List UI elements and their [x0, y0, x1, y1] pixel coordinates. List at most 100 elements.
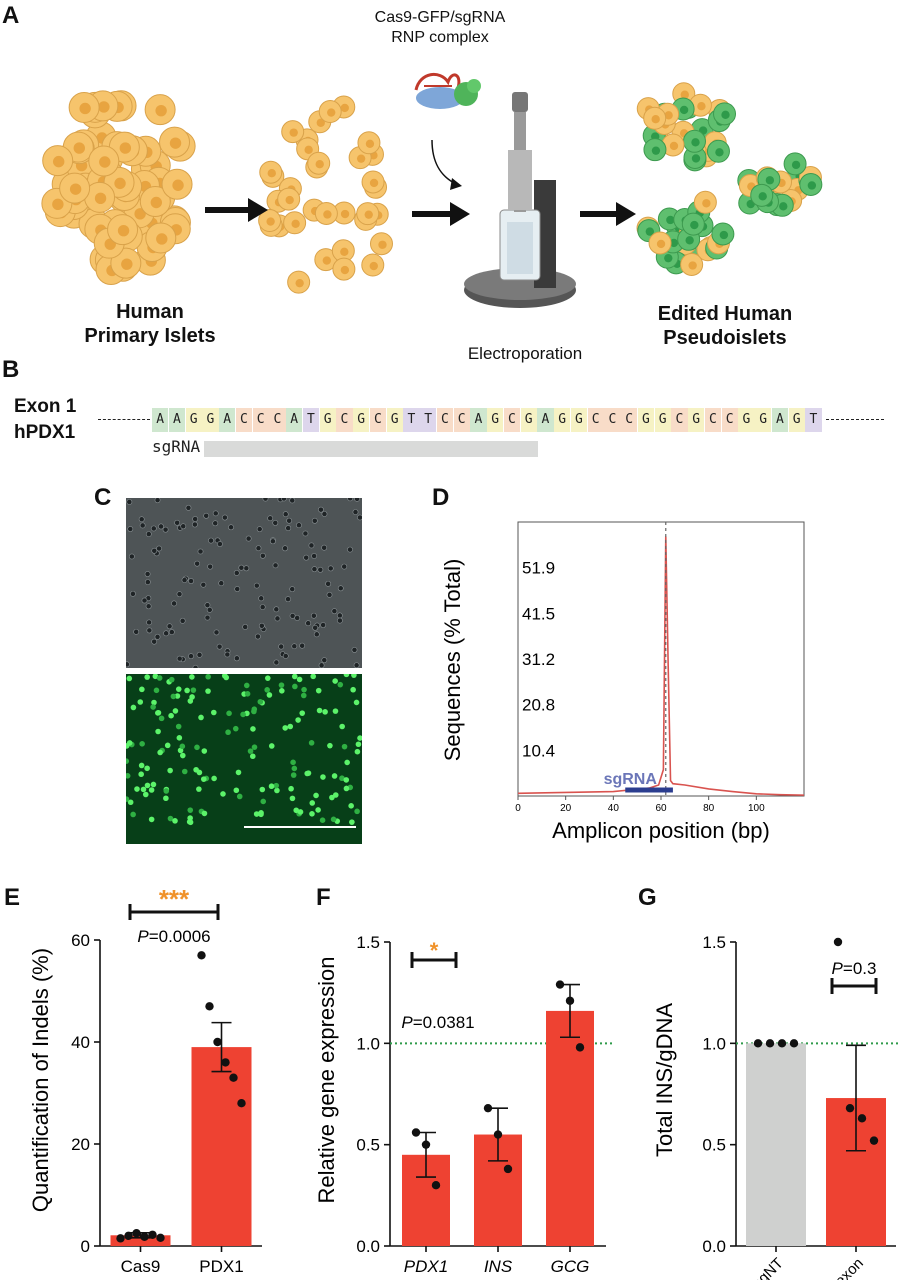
primary-islets-line2: Primary Islets [84, 325, 216, 347]
gfp-cell-dot [251, 708, 257, 715]
cell-dot [327, 565, 334, 572]
chart-f-pvalue: P=0.0381 [401, 1013, 474, 1032]
ytick-label: 0.5 [702, 1136, 726, 1155]
arrow-icon [580, 202, 636, 226]
curved-arrow-icon [431, 139, 457, 185]
chart-f-ylabel: Relative gene expression [314, 956, 339, 1203]
cell-dot [273, 659, 280, 666]
cell-dot [341, 563, 348, 570]
cell-icon [144, 94, 176, 126]
cell-dot [272, 562, 279, 569]
data-point [237, 1099, 246, 1108]
cell-dot [269, 538, 276, 545]
cell-dot [321, 544, 328, 551]
gfp-cell-dot [240, 711, 246, 718]
gfp-cell-dot [300, 692, 307, 699]
sequence-base: C [587, 408, 604, 432]
cell-dot [311, 566, 318, 573]
rnp-label-line2: RNP complex [391, 29, 489, 46]
cell-icon [361, 170, 385, 194]
arrow-icon [412, 202, 470, 226]
sequence-base: C [436, 408, 454, 432]
gfp-cell-dot [339, 723, 345, 730]
gfp-cell-dot [179, 743, 186, 750]
cell-dot [145, 603, 152, 610]
gfp-cell-dot [150, 704, 156, 710]
cell-dot [218, 580, 225, 587]
gfp-cell-dot [349, 819, 355, 825]
gfp-cell-dot [304, 770, 311, 777]
brightfield-cells [123, 495, 363, 671]
cell-dot [208, 537, 214, 544]
cell-icon [693, 190, 717, 214]
cell-dot [191, 521, 198, 528]
panel-letter-f: F [316, 884, 331, 911]
cell-dot [194, 560, 201, 567]
gfp-cell-dot [288, 785, 294, 792]
data-point [213, 1037, 222, 1047]
cell-dot [254, 633, 261, 640]
gfp-cell-dot [291, 673, 298, 680]
cell-dot [318, 506, 324, 513]
gfp-cell-dot [175, 723, 182, 730]
sequence-base: G [386, 408, 403, 432]
sequence-base: G [654, 408, 671, 432]
sequence-base: G [554, 408, 571, 432]
ytick-label: 0.5 [356, 1136, 380, 1155]
gfp-cell-dot [184, 687, 190, 694]
primary-islets-line1: Human [116, 301, 184, 323]
cell-dot [347, 495, 354, 502]
chart-d-amplicon: Sequences (% Total) Amplicon position (b… [440, 521, 805, 843]
chart-d-ytick-label: 20.8 [522, 696, 555, 715]
data-point [116, 1234, 125, 1243]
cell-dot [145, 531, 152, 537]
gfp-cell-dot [124, 773, 131, 779]
gfp-cell-dot [152, 673, 159, 680]
gfp-cell-dot [354, 808, 360, 815]
cell-dot [303, 554, 310, 561]
edited-pseudoislets [636, 82, 823, 276]
data-point [845, 1103, 855, 1113]
cell-icon [332, 257, 356, 281]
cell-dot [138, 516, 145, 523]
rnp-label-line1: Cas9-GFP/sgRNA [374, 9, 506, 26]
sequence-base: A [537, 408, 554, 432]
sgrna-label: sgRNA [152, 437, 201, 456]
sequence-base: G [788, 408, 805, 432]
cell-dot [262, 495, 269, 502]
cell-dot [130, 590, 136, 597]
gfp-cell-dot [151, 699, 157, 706]
gfp-cell-dot [343, 777, 350, 783]
gfp-cell-dot [127, 799, 134, 806]
cell-icon [145, 222, 177, 254]
chart-g-p-number: =0.3 [843, 959, 877, 978]
data-point [411, 1128, 421, 1137]
sequence-base: C [369, 408, 387, 432]
rnp-complex-label: Cas9-GFP/sgRNA RNP complex [330, 8, 550, 48]
gfp-cell-dot [150, 781, 157, 788]
cell-dot [146, 619, 153, 626]
primary-islet-cluster [41, 90, 196, 285]
sequence-base: C [252, 408, 269, 432]
data-point [148, 1230, 157, 1239]
gfp-cell-dot [179, 752, 186, 759]
cell-dot [281, 495, 287, 502]
chart-d-sgrna-label: sgRNA [604, 771, 658, 788]
cell-icon [369, 232, 393, 256]
cell-icon [84, 181, 116, 213]
cell-dot [351, 646, 358, 653]
data-point [140, 1232, 149, 1242]
data-point [483, 1103, 493, 1113]
gfp-cell-dot [225, 729, 231, 736]
cell-dot [139, 522, 146, 529]
data-point [833, 937, 843, 947]
gfp-cell-dot [168, 676, 175, 683]
data-point [493, 1130, 503, 1139]
brightfield-image [123, 495, 363, 671]
gfp-cell-dot [310, 673, 317, 680]
cell-dot [162, 526, 169, 533]
data-point [205, 1002, 214, 1011]
cell-dot [163, 630, 170, 637]
chart-g-insulin: Total INS/gDNA P=0.3 0.0 0.5 1.0 1.5 Cas9-sg… [652, 933, 900, 1280]
cell-dot [291, 643, 298, 650]
